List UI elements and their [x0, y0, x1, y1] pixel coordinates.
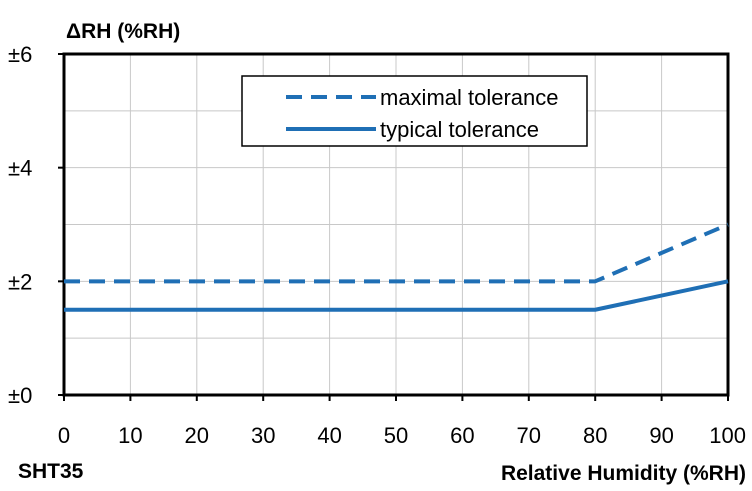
x-tick-label-2: 20 [185, 423, 209, 448]
x-axis-title: Relative Humidity (%RH) [501, 462, 746, 485]
series-line-typical-tolerance [64, 279, 729, 312]
y-axis-title: ΔRH (%RH) [66, 20, 180, 43]
x-tick-label-10: 100 [709, 423, 746, 448]
x-tick-label-6: 60 [450, 423, 474, 448]
y-tick-label-1: ±2 [8, 269, 32, 294]
y-tick-label-2: ±4 [8, 156, 32, 181]
series-line-maximal-tolerance [64, 222, 729, 284]
series-layer [64, 222, 729, 312]
y-tick-label-0: ±0 [8, 383, 32, 408]
x-tick-label-1: 10 [118, 423, 142, 448]
legend-label-0: maximal tolerance [380, 85, 559, 110]
x-tick-label-7: 70 [517, 423, 541, 448]
x-tick-label-3: 30 [251, 423, 275, 448]
sensor-model-label: SHT35 [18, 460, 84, 483]
legend-box [241, 75, 588, 147]
x-tick-label-4: 40 [317, 423, 341, 448]
x-tick-label-5: 50 [384, 423, 408, 448]
x-tick-label-9: 90 [649, 423, 673, 448]
legend-label-1: typical tolerance [380, 117, 539, 142]
x-tick-label-8: 80 [583, 423, 607, 448]
legend: maximal tolerance typical tolerance [241, 75, 588, 147]
y-tick-label-3: ±6 [8, 42, 32, 67]
x-tick-label-0: 0 [58, 423, 70, 448]
tick-labels: 0 10 20 30 40 50 60 70 80 90 100 ±0 ±2 ±4 ±6 [8, 42, 746, 448]
